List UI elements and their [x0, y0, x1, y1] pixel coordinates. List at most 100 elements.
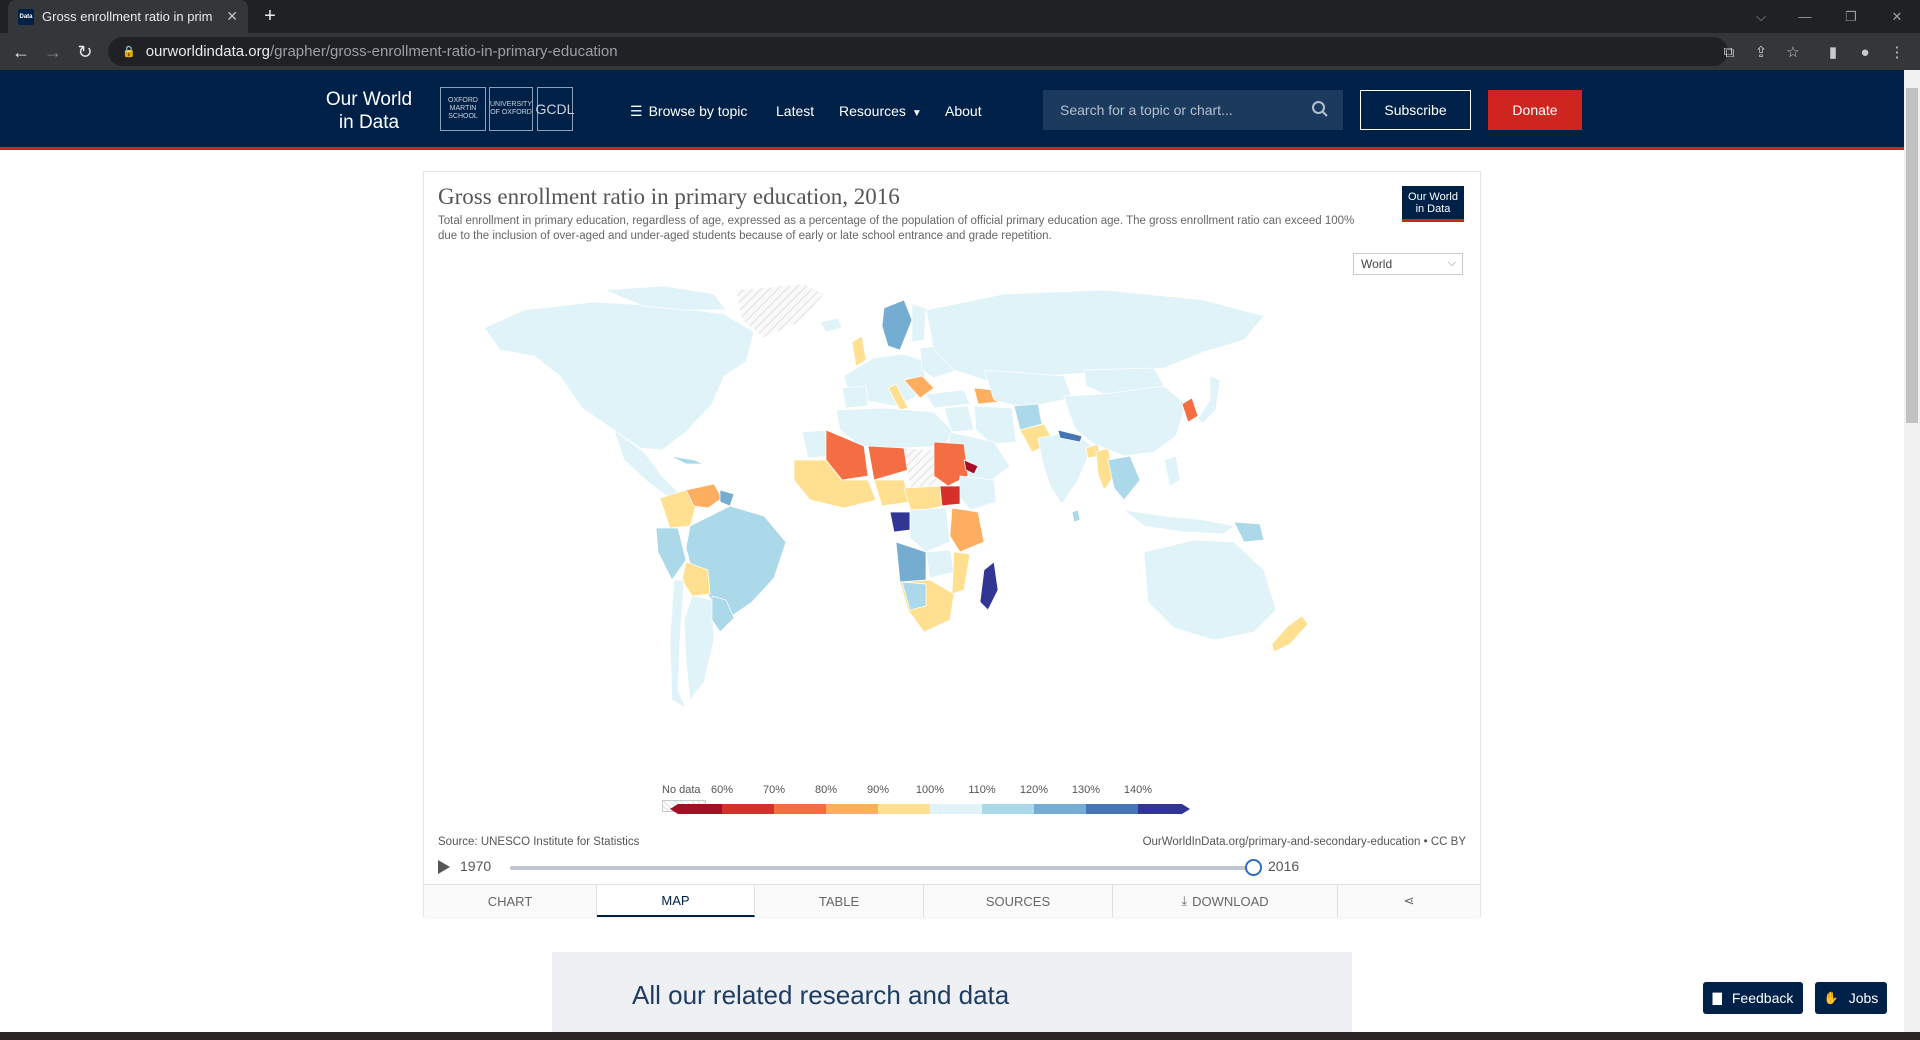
nav-resources-label: Resources: [839, 103, 906, 119]
legend-threshold-label: 110%: [968, 784, 996, 796]
play-icon[interactable]: [438, 860, 450, 874]
owid-small-logo[interactable]: Our World in Data: [1402, 186, 1464, 222]
tab-chart[interactable]: CHART: [424, 885, 597, 917]
region-guyana: [719, 489, 735, 507]
region-iran: [973, 405, 1017, 445]
jobs-button[interactable]: ✋ Jobs: [1815, 982, 1887, 1014]
region-north-america: [483, 301, 755, 451]
region-venezuela: [685, 483, 723, 509]
feedback-label: Feedback: [1731, 990, 1794, 1006]
tab-share[interactable]: ⋖: [1338, 885, 1480, 917]
region-niger: [867, 445, 909, 481]
window-close-icon[interactable]: ✕: [1891, 8, 1903, 24]
gcdl-badge[interactable]: GCDL: [536, 87, 574, 131]
legend-threshold-label: 70%: [762, 784, 786, 796]
handshake-icon: ✋: [1823, 991, 1839, 1005]
subscribe-button[interactable]: Subscribe: [1360, 90, 1471, 130]
legend-bin[interactable]: [722, 804, 774, 814]
oxford-university-badge[interactable]: UNIVERSITY OF OXFORD: [489, 87, 533, 131]
nav-browse-by-topic[interactable]: ☰ Browse by topic: [630, 103, 747, 120]
new-tab-plus-icon[interactable]: +: [264, 4, 276, 27]
search-icon[interactable]: [1311, 100, 1329, 118]
region-eritrea: [963, 459, 979, 475]
region-balkans: [903, 375, 935, 399]
tab-table[interactable]: TABLE: [755, 885, 924, 917]
timeline-start-year[interactable]: 1970: [460, 858, 492, 874]
chart-license[interactable]: OurWorldInData.org/primary-and-secondary…: [1142, 836, 1466, 848]
timeline-handle[interactable]: [1245, 859, 1262, 876]
region-cameroon-car: [903, 485, 943, 515]
timeline[interactable]: 1970 2016: [438, 856, 1468, 878]
nav-browse-label: Browse by topic: [648, 103, 748, 119]
region-canada-islands: [603, 285, 727, 311]
address-bar[interactable]: 🔒 ourworldindata.org/grapher/gross-enrol…: [108, 37, 1728, 66]
search-input[interactable]: Search for a topic or chart...: [1043, 90, 1343, 130]
restore-icon[interactable]: ❐: [1845, 8, 1857, 24]
legend-threshold-label: 140%: [1123, 784, 1153, 796]
menu-dots-icon[interactable]: ⋮: [1889, 44, 1905, 61]
site-header: Our World in Data OXFORD MARTIN SCHOOL U…: [0, 70, 1904, 150]
feedback-button[interactable]: ▇ Feedback: [1703, 982, 1803, 1014]
tab-search-chevron-icon[interactable]: ⌵: [1756, 8, 1766, 24]
legend-bin[interactable]: [774, 804, 826, 814]
legend-threshold-label: 90%: [866, 784, 890, 796]
region-chile: [669, 579, 687, 709]
tab-title: Gross enrollment ratio in prim: [42, 9, 213, 24]
download-icon: ⤓: [1181, 893, 1188, 908]
related-research-section: All our related research and data: [552, 952, 1352, 1040]
tab-sources[interactable]: SOURCES: [924, 885, 1113, 917]
region-nigeria: [873, 479, 911, 507]
region-korea: [1181, 397, 1199, 423]
nav-latest[interactable]: Latest: [776, 103, 815, 119]
region-select[interactable]: World ⌵: [1353, 253, 1463, 275]
small-logo-line-2: in Data: [1415, 202, 1451, 215]
bookmark-star-icon[interactable]: ☆: [1786, 44, 1800, 61]
forward-arrow-icon[interactable]: →: [44, 41, 62, 62]
region-japan: [1197, 375, 1221, 425]
chart-source[interactable]: Source: UNESCO Institute for Statistics: [438, 836, 640, 848]
legend-bin[interactable]: [982, 804, 1034, 814]
profile-icon[interactable]: ●: [1860, 43, 1870, 61]
taskbar-strip: [0, 1032, 1920, 1040]
world-map[interactable]: [464, 280, 1444, 770]
region-west-africa: [793, 459, 877, 509]
region-chad: [903, 447, 939, 489]
legend-bin[interactable]: [1034, 804, 1086, 814]
back-arrow-icon[interactable]: ←: [12, 41, 30, 62]
region-value: World: [1361, 257, 1393, 271]
region-india: [1037, 431, 1093, 505]
legend-bin[interactable]: [1086, 804, 1138, 814]
scrollbar-thumb[interactable]: [1906, 88, 1918, 423]
timeline-track[interactable]: [510, 866, 1252, 870]
tab-download[interactable]: ⤓ DOWNLOAD: [1113, 885, 1338, 917]
reload-icon[interactable]: ↻: [77, 41, 93, 62]
chart-title[interactable]: Gross enrollment ratio in primary educat…: [438, 184, 900, 209]
region-philippines: [1163, 455, 1181, 487]
tab-map[interactable]: MAP: [597, 885, 755, 917]
region-png: [1233, 521, 1265, 543]
tab-close-icon[interactable]: ✕: [226, 8, 238, 24]
browser-tab[interactable]: Data Gross enrollment ratio in prim ✕: [8, 0, 248, 33]
timeline-end-year[interactable]: 2016: [1268, 858, 1300, 874]
legend-threshold-label: 100%: [915, 784, 945, 796]
legend-bin[interactable]: [670, 804, 722, 814]
region-mali: [825, 429, 869, 481]
lock-icon: 🔒: [122, 46, 136, 58]
legend-bin[interactable]: [826, 804, 878, 814]
region-zambia: [925, 549, 955, 579]
donate-button[interactable]: Donate: [1488, 90, 1582, 130]
legend-bin[interactable]: [930, 804, 982, 814]
side-panel-icon[interactable]: ▮: [1828, 44, 1838, 61]
minimize-icon[interactable]: —: [1798, 9, 1812, 24]
nav-resources[interactable]: Resources ▼: [839, 103, 922, 119]
share-icon[interactable]: ⇪: [1754, 44, 1768, 61]
region-drc: [909, 507, 951, 553]
owid-logo[interactable]: Our World in Data: [318, 88, 420, 134]
legend-bin[interactable]: [878, 804, 930, 814]
region-china: [1063, 385, 1187, 457]
region-mozambique: [951, 551, 971, 595]
legend-bin[interactable]: [1138, 804, 1190, 814]
translate-icon[interactable]: ⧉: [1723, 43, 1735, 61]
nav-about[interactable]: About: [945, 103, 982, 119]
oxford-martin-badge[interactable]: OXFORD MARTIN SCHOOL: [440, 87, 486, 131]
